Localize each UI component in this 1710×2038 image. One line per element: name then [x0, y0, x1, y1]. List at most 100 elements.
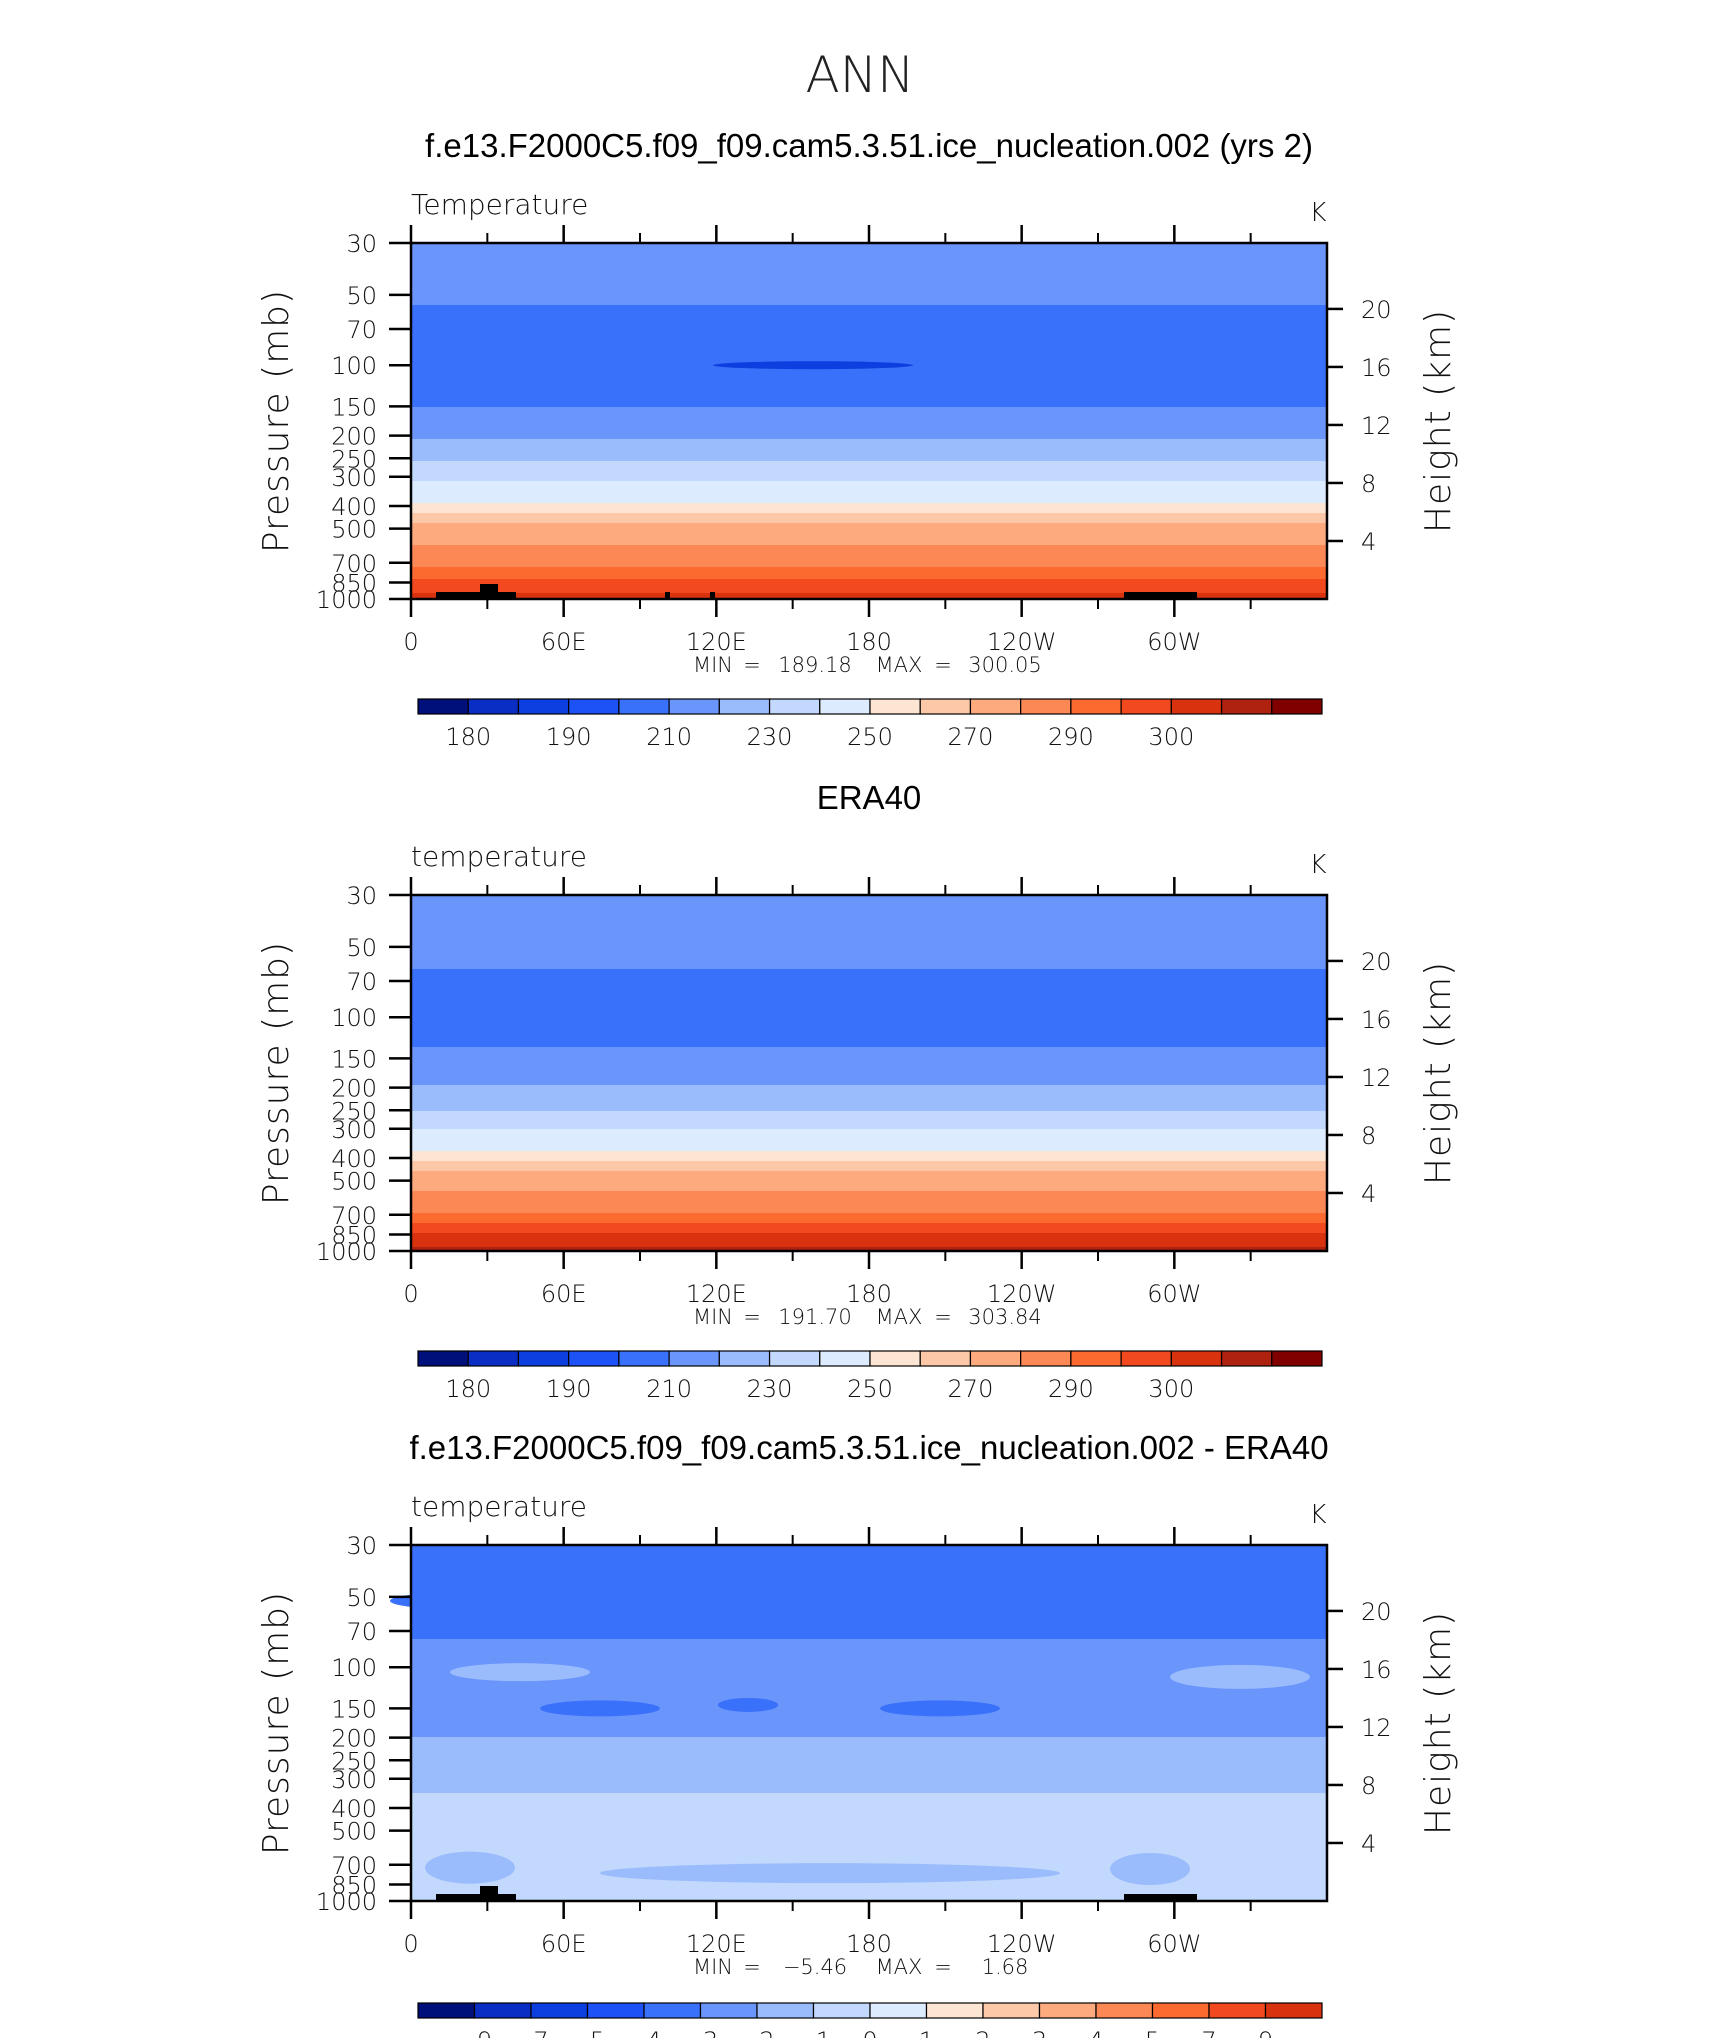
y-tick-label: 1000 [316, 586, 377, 614]
y-tick-label: 500 [331, 1818, 377, 1846]
field-band [411, 341, 1327, 344]
field-band [411, 1085, 1327, 1088]
field-band [411, 1827, 1327, 1830]
colorbar-swatch [467, 698, 520, 715]
field-band [411, 1011, 1327, 1014]
field-band [411, 1567, 1327, 1570]
x-tick-label: 0 [403, 1280, 418, 1308]
colorbar-label: 0 [862, 2027, 877, 2038]
field-band [411, 385, 1327, 388]
anomaly-patch [425, 1851, 515, 1884]
field-band [411, 557, 1327, 560]
panel-3: f.e13.F2000C5.f09_f09.cam5.3.51.ice_nucl… [256, 1429, 1459, 2038]
field-band [411, 1565, 1327, 1568]
topography-block [1124, 592, 1197, 599]
colorbar-label: 210 [646, 723, 692, 751]
y-tick-label: 200 [331, 423, 377, 451]
field-band [411, 397, 1327, 400]
colorbar: 180 190 210 230 250 270 290 300 [417, 698, 1323, 751]
field-band [411, 1761, 1327, 1764]
field-band [411, 1151, 1327, 1154]
colorbar-swatch [473, 2002, 532, 2019]
field-band [411, 399, 1327, 402]
colorbar-swatch [1170, 1350, 1223, 1367]
y-tick-label: 150 [331, 1045, 377, 1073]
field-band [411, 1815, 1327, 1818]
panel-title: f.e13.F2000C5.f09_f09.cam5.3.51.ice_nucl… [425, 127, 1313, 164]
field-band [411, 1773, 1327, 1776]
colorbar-swatch [517, 698, 570, 715]
field-band [411, 1767, 1327, 1770]
colorbar-swatch [643, 2002, 702, 2019]
field-band [411, 391, 1327, 394]
field-band [411, 1713, 1327, 1716]
colorbar-swatch [1038, 2002, 1097, 2019]
colorbar-swatch [1095, 2002, 1154, 2019]
field-band [411, 565, 1327, 568]
y-tick-label: 150 [331, 1695, 377, 1723]
y-right-tick-label: 8 [1361, 470, 1376, 498]
field-band [411, 567, 1327, 570]
colorbar-swatch [718, 1350, 771, 1367]
field-band [411, 941, 1327, 944]
y-tick-label: 300 [331, 1116, 377, 1144]
field-band [411, 535, 1327, 538]
field-band [411, 1897, 1327, 1900]
field-band [411, 1667, 1327, 1670]
field-band [411, 301, 1327, 304]
field-band [411, 539, 1327, 542]
field-band [411, 1241, 1327, 1244]
field-band [411, 435, 1327, 438]
field-band [411, 1147, 1327, 1150]
y-right-tick-label: 12 [1361, 1064, 1392, 1092]
field-band [411, 251, 1327, 254]
field-band [411, 1015, 1327, 1018]
x-tick-label: 60W [1147, 628, 1201, 656]
colorbar-label: 7 [1201, 2027, 1216, 2038]
field-band [411, 479, 1327, 482]
field-band [411, 923, 1327, 926]
colorbar-label: −9 [457, 2027, 492, 2038]
field-band [411, 1749, 1327, 1752]
field-band [411, 315, 1327, 318]
max-equals: = [934, 1305, 952, 1329]
y-tick-label: 400 [331, 1145, 377, 1173]
x-tick-label: 60W [1147, 1280, 1201, 1308]
field-band [411, 469, 1327, 472]
field-band [411, 1043, 1327, 1046]
field-band [411, 1001, 1327, 1004]
variable-label: Temperature [411, 188, 588, 221]
field-band [411, 1655, 1327, 1658]
field-band [411, 1671, 1327, 1674]
field-band [411, 1611, 1327, 1614]
field-band [411, 1783, 1327, 1786]
y-tick-label: 500 [331, 516, 377, 544]
field-band [411, 1757, 1327, 1760]
field-band [411, 1545, 1327, 1548]
field-band [411, 1747, 1327, 1750]
colorbar-swatch [1020, 698, 1072, 715]
variable-label: temperature [411, 840, 587, 873]
cold-anomaly [713, 361, 913, 370]
field-band [411, 909, 1327, 912]
field-band [411, 1627, 1327, 1630]
field-band [411, 513, 1327, 516]
min-equals: = [743, 1305, 761, 1329]
max-value: 300.05 [968, 653, 1041, 677]
colorbar-label: −7 [513, 2027, 548, 2038]
field-band [411, 1625, 1327, 1628]
field-band [411, 531, 1327, 534]
field-band [411, 1859, 1327, 1862]
field-band [411, 1841, 1327, 1844]
field-band [411, 1785, 1327, 1788]
anomaly-patch [450, 1663, 590, 1682]
field-band [411, 1669, 1327, 1672]
x-tick-label: 180 [846, 1930, 892, 1958]
field-band [411, 255, 1327, 258]
colorbar-swatch [530, 2002, 589, 2019]
field-band [411, 1731, 1327, 1734]
field-band [411, 307, 1327, 310]
field-band [411, 1793, 1327, 1796]
field-band [411, 1009, 1327, 1012]
contour-field [411, 243, 1327, 600]
